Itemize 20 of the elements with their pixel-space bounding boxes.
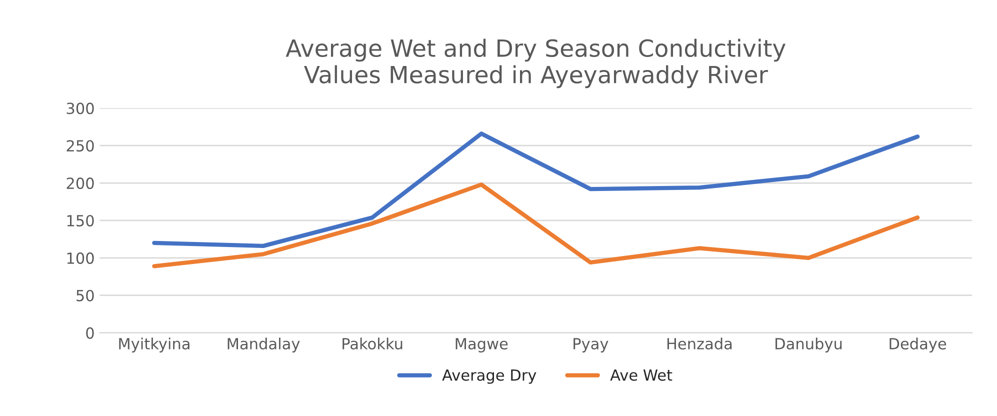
x-tick-label: Pakokku — [342, 338, 402, 350]
line-series — [152, 132, 920, 248]
y-tick-label: 300 — [66, 102, 94, 114]
x-tick-label: Dedaye — [890, 338, 946, 352]
x-tick-label: Henzada — [667, 338, 732, 350]
y-tick-label: 50 — [76, 290, 94, 302]
legend-label: Ave Wet — [610, 369, 672, 381]
y-tick-label: 0 — [86, 327, 94, 339]
y-tick-label: 100 — [67, 252, 94, 264]
y-tick-label: 200 — [66, 178, 94, 190]
x-tick-label: Danubyu — [776, 338, 842, 352]
x-tick-label: Magwe — [456, 338, 508, 352]
x-tick-label: Pyay — [574, 338, 608, 352]
legend-label: Average Dry — [442, 369, 536, 384]
x-tick-label: Mandalay — [228, 338, 300, 352]
x-tick-label: Myitkyina — [119, 338, 190, 352]
y-tick-label: 150 — [67, 214, 94, 226]
y-tick-label: 250 — [66, 140, 94, 152]
line-series — [152, 182, 920, 268]
chart-title: Average Wet and Dry Season Conductivity Values Measured in Ayeyarwaddy River — [286, 38, 786, 88]
